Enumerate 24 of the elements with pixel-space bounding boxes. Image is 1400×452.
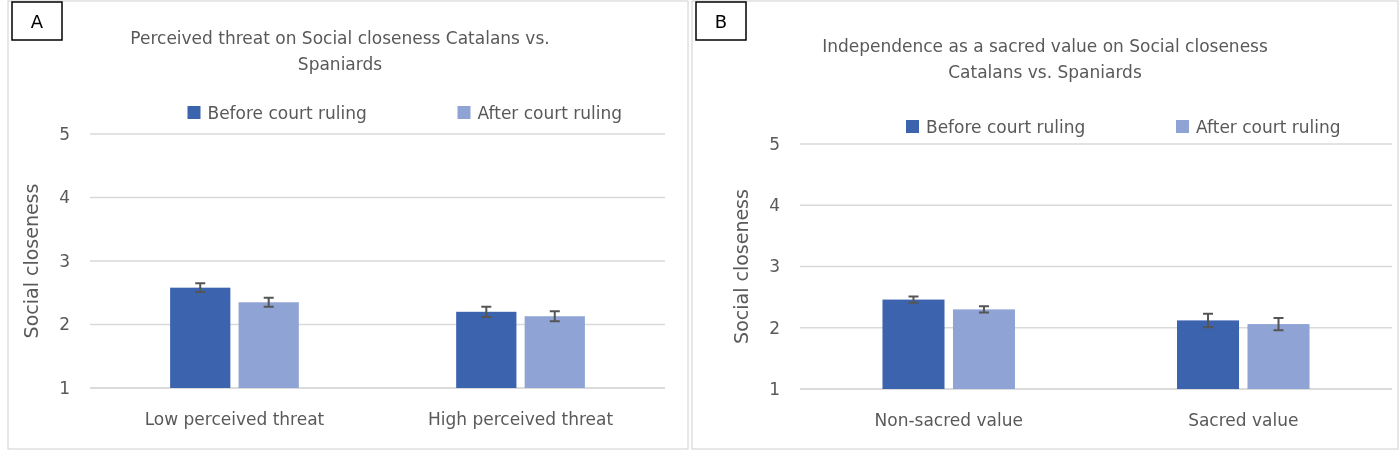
y-tick-label: 2 xyxy=(59,314,70,335)
y-tick-label: 1 xyxy=(59,377,70,398)
x-tick-label: Low perceived threat xyxy=(144,409,325,429)
y-tick-label: 4 xyxy=(59,187,70,208)
y-tick-label: 5 xyxy=(769,133,780,154)
y-axis-title: Social closeness xyxy=(20,183,42,339)
y-axis-title: Social closeness xyxy=(730,189,752,344)
x-tick-label: High perceived threat xyxy=(427,409,614,429)
text: B xyxy=(714,11,728,32)
legend-label: Before court ruling xyxy=(207,102,367,123)
y-tick-label: 4 xyxy=(769,195,780,216)
y-tick-label: 1 xyxy=(769,378,780,399)
x-tick-label: Non-sacred value xyxy=(874,410,1023,430)
y-tick-label: 2 xyxy=(769,317,780,338)
legend-label: After court ruling xyxy=(477,102,623,123)
legend-label: After court ruling xyxy=(1196,116,1341,137)
chart-title: Perceived threat on Social closeness Catalans vs. Spaniards xyxy=(130,28,550,74)
legend-label: Before court ruling xyxy=(926,116,1086,137)
x-tick-label: Sacred value xyxy=(1188,410,1299,430)
y-tick-label: 3 xyxy=(769,256,780,277)
y-tick-label: 3 xyxy=(59,250,70,271)
text: A xyxy=(30,11,44,32)
chart-title: Independence as a sacred value on Social closeness Catalans vs. Spaniards xyxy=(822,36,1268,82)
y-tick-label: 5 xyxy=(59,123,70,144)
